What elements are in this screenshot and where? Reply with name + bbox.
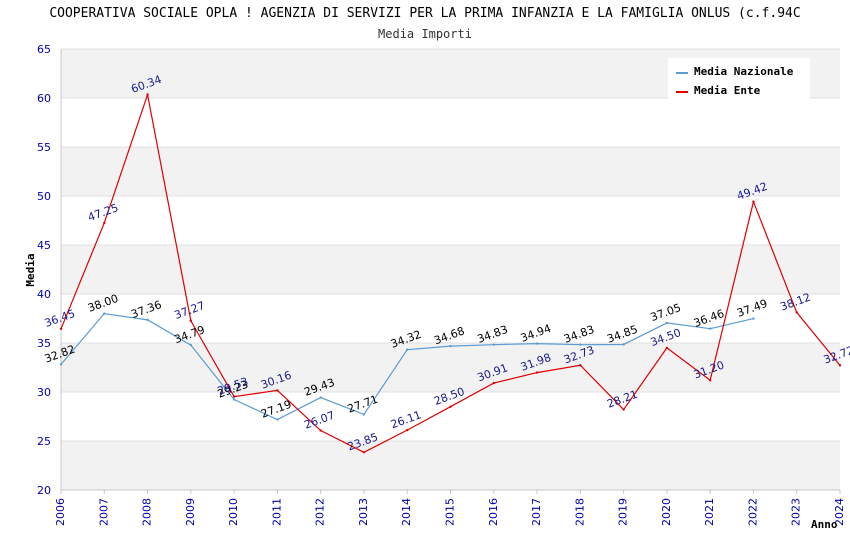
x-tick-label: 2008: [141, 498, 154, 526]
data-label: 34.83: [476, 323, 510, 346]
y-tick-labels: 20 25 30 35 40 45 50 55 60 65: [37, 43, 51, 497]
data-label: 27.19: [259, 398, 293, 421]
data-point: [406, 348, 409, 351]
data-point: [276, 389, 279, 392]
data-label: 37.36: [129, 298, 163, 321]
legend: Media Nazionale Media Ente: [668, 58, 810, 102]
y-tick-label: 20: [37, 484, 51, 497]
chart-title: COOPERATIVA SOCIALE OPLA ! AGENZIA DI SE…: [49, 6, 801, 21]
data-label: 37.49: [735, 297, 769, 320]
data-point: [276, 418, 279, 421]
data-point: [189, 319, 193, 322]
data-point: [232, 398, 236, 401]
axes: [60, 49, 841, 494]
data-point: [622, 343, 625, 346]
grid-band: [61, 245, 840, 294]
grid-bands: [61, 49, 840, 490]
data-point: [492, 343, 495, 346]
data-point: [103, 312, 106, 315]
data-point: [319, 396, 322, 399]
data-point: [535, 342, 539, 345]
x-tick-label: 2007: [97, 498, 110, 526]
data-point: [406, 428, 409, 432]
data-point: [103, 221, 106, 225]
data-point: [622, 408, 625, 411]
x-tick-label: 2006: [54, 498, 67, 526]
data-point: [232, 395, 236, 398]
data-point: [146, 318, 149, 322]
x-axis-title: Anno: [811, 518, 838, 531]
x-tick-label: 2018: [573, 498, 586, 526]
data-point: [579, 343, 582, 346]
x-tick-label: 2021: [703, 498, 716, 526]
x-tick-label: 2024: [833, 498, 846, 526]
x-tick-label: 2023: [790, 498, 803, 526]
data-label: 34.94: [519, 322, 553, 345]
x-tick-label: 2009: [184, 498, 197, 526]
y-tick-label: 35: [37, 337, 51, 350]
data-label: 38.00: [86, 292, 120, 315]
data-label: 27.71: [346, 393, 380, 416]
data-label: 36.45: [43, 307, 77, 330]
x-tick-label: 2013: [357, 498, 370, 526]
data-point: [665, 346, 669, 350]
data-point: [535, 371, 539, 374]
y-tick-label: 50: [37, 190, 51, 203]
data-point: [449, 405, 452, 408]
data-point: [579, 364, 582, 367]
data-label: 34.85: [605, 323, 639, 346]
y-axis-title: Media: [24, 253, 37, 286]
grid-band: [61, 147, 840, 196]
data-label: 26.11: [389, 408, 423, 431]
y-tick-label: 60: [37, 92, 51, 105]
x-tick-label: 2015: [444, 498, 457, 526]
data-label: 37.27: [173, 299, 207, 322]
data-point: [752, 317, 755, 320]
data-point: [752, 200, 755, 203]
data-point: [189, 343, 193, 347]
legend-box: [668, 58, 810, 102]
data-point: [146, 93, 149, 96]
data-point: [449, 344, 452, 348]
legend-label-ente: Media Ente: [694, 84, 761, 97]
data-label: 34.83: [562, 323, 596, 346]
data-point: [362, 413, 366, 416]
x-tick-label: 2010: [227, 498, 240, 526]
y-tick-label: 65: [37, 43, 51, 56]
data-point: [362, 451, 366, 454]
x-tick-labels: 2006 2007 2008 2009 2010 2011 2012 2013 2014 2015…: [54, 498, 846, 526]
x-tick-label: 2017: [530, 498, 543, 526]
y-tick-label: 25: [37, 435, 51, 448]
data-point: [708, 327, 712, 330]
data-point: [795, 311, 798, 314]
x-tick-label: 2011: [270, 498, 283, 526]
grid-band: [61, 343, 840, 392]
data-label: 37.05: [649, 301, 683, 324]
data-point: [492, 381, 495, 385]
x-tick-label: 2019: [617, 498, 630, 526]
x-tick-label: 2012: [314, 498, 327, 526]
x-tick-label: 2014: [400, 498, 413, 526]
x-tick-label: 2016: [487, 498, 500, 526]
data-point: [59, 363, 63, 366]
legend-label-nazionale: Media Nazionale: [694, 65, 794, 78]
data-point: [838, 364, 842, 367]
data-label: 47.25: [86, 201, 120, 224]
x-tick-label: 2022: [746, 498, 759, 526]
data-point: [665, 321, 669, 325]
y-tick-label: 40: [37, 288, 51, 301]
series-lines: [59, 92, 842, 454]
data-point: [59, 327, 63, 330]
data-point: [319, 429, 322, 432]
y-tick-label: 45: [37, 239, 51, 252]
x-tick-label: 2020: [660, 498, 673, 526]
y-tick-label: 30: [37, 386, 51, 399]
y-tick-label: 55: [37, 141, 51, 154]
data-label: 26.07: [302, 409, 336, 432]
chart-subtitle: Media Importi: [378, 27, 472, 41]
grid-band: [61, 441, 840, 490]
data-point: [708, 379, 712, 382]
